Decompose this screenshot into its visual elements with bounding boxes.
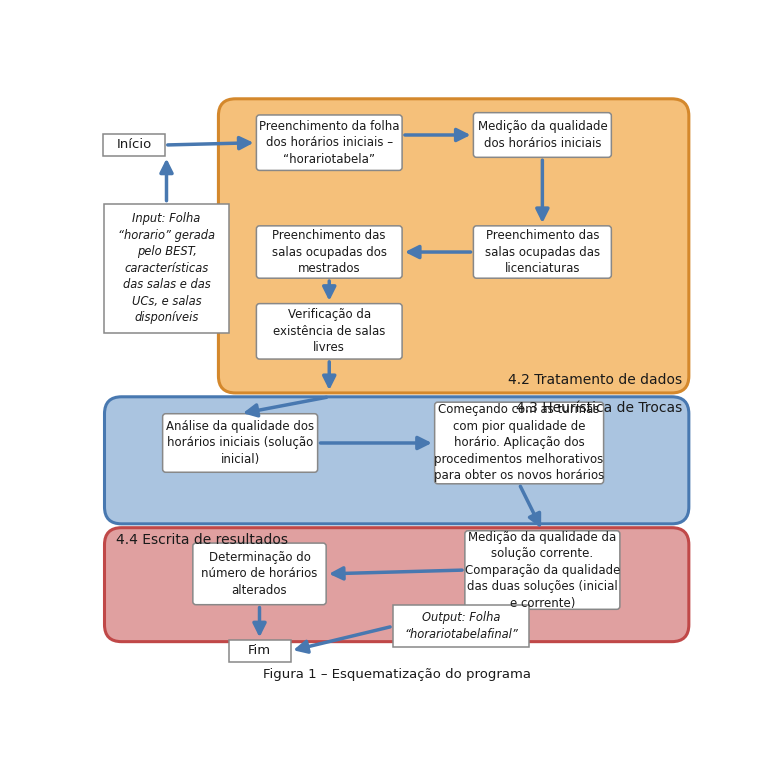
FancyBboxPatch shape	[435, 402, 604, 484]
Text: Input: Folha
“horario” gerada
pelo BEST,
características
das salas e das
UCs, e : Input: Folha “horario” gerada pelo BEST,…	[118, 212, 215, 324]
Text: Início: Início	[116, 138, 152, 151]
FancyBboxPatch shape	[392, 605, 529, 648]
Text: Verificação da
existência de salas
livres: Verificação da existência de salas livre…	[273, 308, 385, 354]
Text: Análise da qualidade dos
horários iniciais (solução
inicial): Análise da qualidade dos horários inicia…	[166, 420, 314, 466]
Text: Preenchimento das
salas ocupadas dos
mestrados: Preenchimento das salas ocupadas dos mes…	[272, 229, 387, 275]
FancyBboxPatch shape	[163, 414, 317, 472]
Text: Determinação do
número de horários
alterados: Determinação do número de horários alter…	[201, 551, 317, 597]
FancyBboxPatch shape	[256, 303, 402, 359]
FancyBboxPatch shape	[474, 226, 611, 278]
FancyBboxPatch shape	[103, 134, 165, 156]
Text: 4.2 Tratamento de dados: 4.2 Tratamento de dados	[508, 373, 682, 387]
Text: Figura 1 – Esquematização do programa: Figura 1 – Esquematização do programa	[262, 668, 531, 681]
FancyBboxPatch shape	[104, 397, 689, 524]
FancyBboxPatch shape	[256, 115, 402, 171]
FancyBboxPatch shape	[474, 113, 611, 157]
Text: 4.3 Heurística de Trocas: 4.3 Heurística de Trocas	[515, 401, 682, 415]
Text: Preenchimento da folha
dos horários iniciais –
“horariotabela”: Preenchimento da folha dos horários inic…	[259, 120, 399, 166]
Text: 4.4 Escrita de resultados: 4.4 Escrita de resultados	[116, 533, 288, 547]
Text: Começando com as turmas
com pior qualidade de
horário. Aplicação dos
procediment: Começando com as turmas com pior qualida…	[434, 404, 604, 482]
FancyBboxPatch shape	[465, 531, 620, 609]
Text: Preenchimento das
salas ocupadas das
licenciaturas: Preenchimento das salas ocupadas das lic…	[485, 229, 600, 275]
Text: Fim: Fim	[248, 645, 271, 658]
Text: Medição da qualidade da
solução corrente.
Comparação da qualidade
das duas soluç: Medição da qualidade da solução corrente…	[464, 530, 620, 610]
FancyBboxPatch shape	[228, 640, 290, 662]
FancyBboxPatch shape	[104, 528, 689, 642]
Text: Output: Folha
“horariotabelafinal”: Output: Folha “horariotabelafinal”	[404, 611, 518, 641]
FancyBboxPatch shape	[193, 543, 326, 604]
Text: Medição da qualidade
dos horários iniciais: Medição da qualidade dos horários inicia…	[478, 120, 608, 150]
FancyBboxPatch shape	[104, 204, 229, 333]
FancyBboxPatch shape	[218, 99, 689, 393]
FancyBboxPatch shape	[256, 226, 402, 278]
